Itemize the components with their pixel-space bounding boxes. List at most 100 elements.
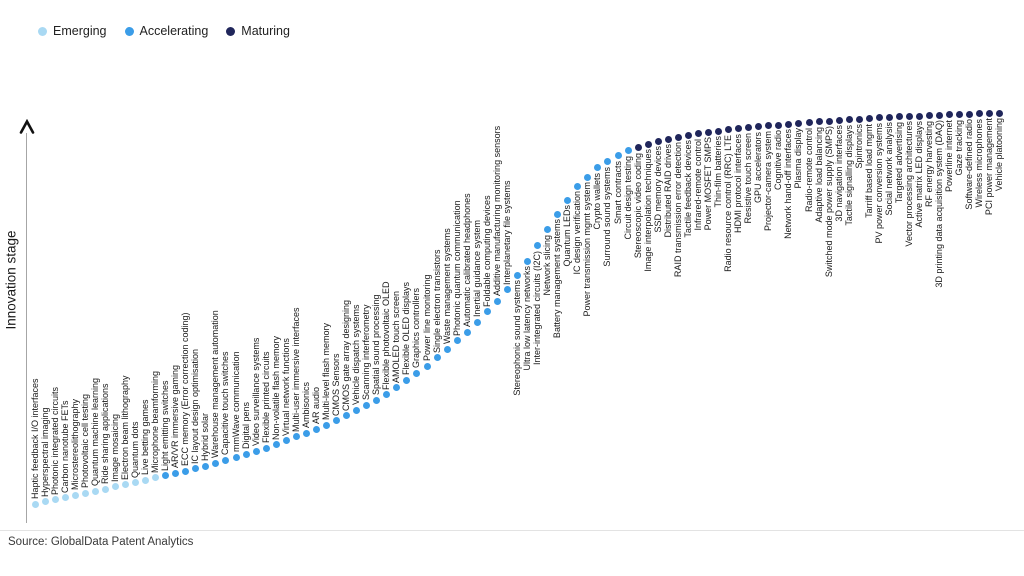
curve-point-label: Vehicle dispatch systems — [351, 304, 362, 406]
curve-point-label: Power line monitoring — [421, 274, 432, 362]
curve-point-label: Ambisonics — [300, 382, 311, 429]
curve-point-label: Vector processing architectures — [904, 121, 915, 247]
up-arrow-icon — [19, 119, 35, 134]
curve-dot — [252, 447, 260, 455]
curve-dot — [906, 112, 914, 120]
curve-point-label: Automatic calibrated headphones — [461, 193, 472, 328]
curve-dot — [966, 110, 974, 118]
curve-point-label: HDMI protocol interfaces — [733, 133, 744, 233]
curve-dot — [664, 135, 672, 143]
curve-point-label: Microstereolithography — [69, 399, 80, 491]
source-note: Source: GlobalData Patent Analytics — [8, 536, 194, 548]
curve-dot — [101, 485, 109, 493]
curve-dot — [302, 429, 310, 437]
curve-dot — [31, 500, 39, 508]
curve-point-label: Interplanetary file systems — [501, 180, 512, 285]
curve-point-label: Inertial guidance system — [471, 220, 482, 318]
curve-dot — [312, 425, 320, 433]
curve-dot — [735, 125, 743, 133]
curve-point-label: Photovoltaic cell testing — [79, 394, 90, 489]
curve-dot — [222, 456, 230, 464]
curve-dot — [292, 433, 300, 441]
curve-point-label: Quantum LEDs — [562, 205, 573, 267]
curve-dot — [353, 406, 361, 414]
curve-dot — [584, 173, 592, 181]
curve-point-label: SSD memory devices — [652, 146, 663, 233]
y-axis-line — [26, 133, 27, 523]
curve-dot — [363, 401, 371, 409]
curve-point-label: Graphics controllers — [411, 288, 422, 369]
curve-point-label: Capacitive touch switches — [220, 351, 231, 456]
curve-dot — [162, 472, 170, 480]
curve-dot — [383, 391, 391, 399]
curve-point-label: Tactile signalling displays — [843, 124, 854, 226]
legend-item-maturing: Maturing — [226, 24, 290, 38]
curve-dot — [815, 118, 823, 126]
curve-dot — [916, 112, 924, 120]
curve-dot — [493, 297, 501, 305]
curve-dot — [614, 152, 622, 160]
curve-dot — [976, 110, 984, 118]
curve-dot — [433, 354, 441, 362]
curve-point-label: Ultra low latency networks — [522, 266, 533, 371]
curve-point-label: Hyperspectral imaging — [39, 407, 50, 497]
curve-dot — [373, 396, 381, 404]
curve-point-label: Thin-film batteries — [713, 136, 724, 208]
curve-dot — [684, 131, 692, 139]
curve-dot — [624, 147, 632, 155]
curve-point-label: Vehicle platooning — [994, 118, 1005, 192]
curve-dot — [503, 286, 511, 294]
curve-dot — [775, 121, 783, 129]
curve-point-label: Warehouse management automation — [210, 310, 221, 459]
curve-dot — [232, 453, 240, 461]
y-axis-title: Innovation stage — [3, 230, 19, 330]
legend-label-maturing: Maturing — [241, 24, 290, 38]
curve-dot — [694, 130, 702, 138]
curve-point-label: CMOS Sensors — [331, 353, 342, 416]
curve-dot — [262, 444, 270, 452]
curve-point-label: Digital pens — [240, 402, 251, 450]
curve-point-label: Haptic feedback I/O interfaces — [29, 378, 40, 499]
curve-point-label: Carbon nanotube FETs — [59, 400, 70, 493]
curve-point-label: Hybrid solar — [200, 413, 211, 462]
curve-point-label: Scanning interferometry — [361, 304, 372, 401]
curve-dot — [835, 116, 843, 124]
curve-dot — [936, 111, 944, 119]
curve-point-label: Single electron transistors — [431, 249, 442, 353]
curve-dot — [142, 476, 150, 484]
legend-item-emerging: Emerging — [38, 24, 107, 38]
curve-dot — [61, 494, 69, 502]
curve-dot — [996, 109, 1004, 117]
curve-point-label: Flexible photovoltaic OLED — [381, 281, 392, 390]
curve-point-label: Multi-level flash memory — [321, 323, 331, 421]
curve-dot — [534, 242, 542, 250]
curve-dot — [172, 469, 180, 477]
footer-divider — [0, 530, 1024, 531]
curve-dot — [574, 182, 582, 190]
curve-point-label: Light emitting switches — [160, 380, 171, 471]
curve-dot — [524, 257, 532, 265]
curve-point-label: Quantum machine learning — [89, 378, 100, 487]
curve-dot — [986, 109, 994, 117]
curve-point-label: Quantum dots — [130, 420, 141, 478]
curve-dot — [152, 474, 160, 482]
curve-point-label: Social network analysis — [883, 122, 894, 216]
curve-point-label: Gaze tracking — [954, 119, 965, 176]
emerging-dot-icon — [38, 26, 47, 36]
curve-dot — [544, 226, 552, 234]
curve-point-label: Electron beam lithography — [119, 375, 130, 480]
curve-dot — [323, 421, 330, 429]
chart-legend: Emerging Accelerating Maturing — [38, 24, 290, 38]
curve-dot — [946, 111, 954, 119]
curve-point-label: Photonic quantum communication — [451, 200, 462, 336]
curve-point-label: Stereoscopic video coding — [632, 152, 643, 258]
curve-dot — [895, 113, 903, 121]
curve-dot — [564, 196, 572, 204]
curve-point-label: Power transmission mgmt system — [582, 182, 593, 317]
curve-point-label: ECC memory (Error correction coding) — [180, 312, 191, 467]
curve-point-label: Multi-user immersive interfaces — [290, 307, 301, 432]
curve-dot — [715, 127, 723, 135]
curve-point-label: Stereophonic sound systems — [511, 280, 522, 396]
curve-point-label: Resistive touch screen — [743, 132, 754, 224]
curve-point-label: PCI power management — [984, 118, 995, 216]
